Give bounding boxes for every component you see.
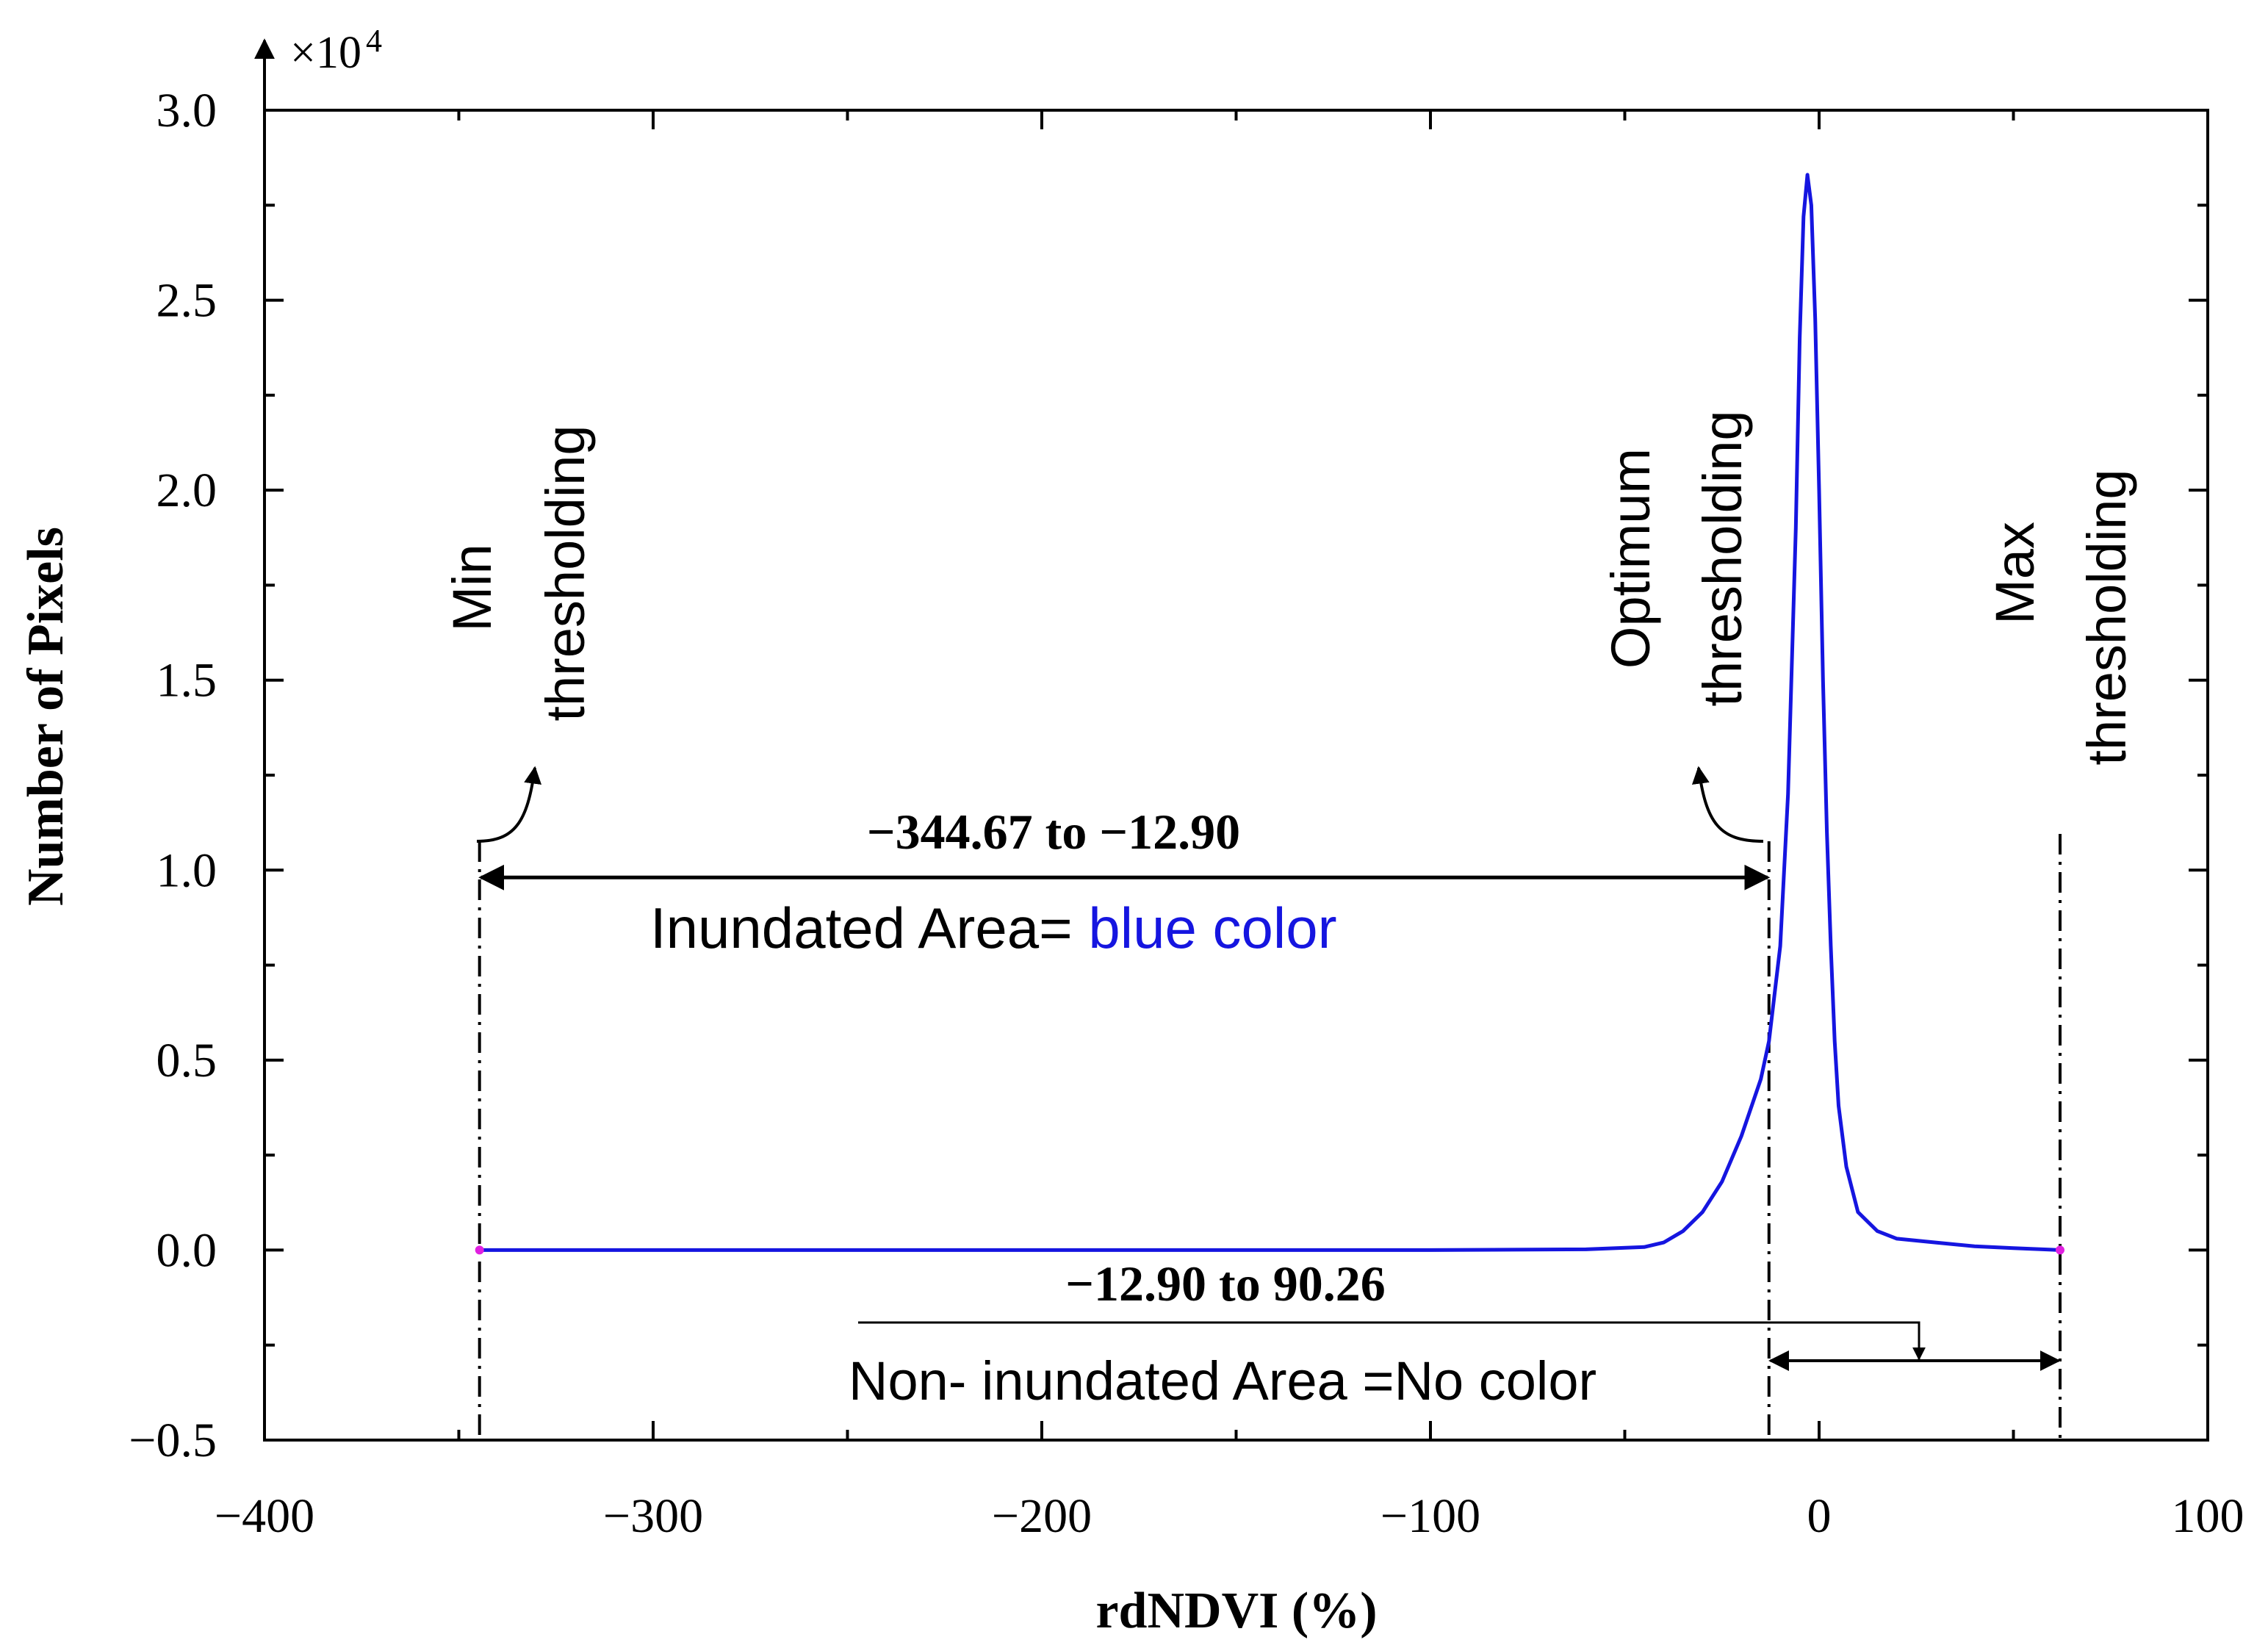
- max-threshold-label-line1: Max: [1984, 522, 2045, 625]
- series-line: [479, 173, 2061, 1252]
- y-axis-multiplier: ×10 4: [290, 23, 382, 78]
- inundated-range-label: −344.67 to −12.90: [867, 804, 1240, 860]
- optimum-threshold-label-line2: thresholding: [1692, 410, 1753, 706]
- y-tick-label: 3.0: [156, 84, 217, 137]
- x-tick-label: −100: [1380, 1489, 1480, 1543]
- inundated-area-color-text: blue color: [1088, 896, 1336, 960]
- y-tick-label: 2.5: [156, 274, 217, 328]
- max-threshold-marker: [2055, 1245, 2064, 1255]
- y-tick-label: 1.0: [156, 843, 217, 897]
- non-inundated-range-label: −12.90 to 90.26: [1065, 1256, 1385, 1311]
- x-tick-label: 100: [2172, 1489, 2244, 1543]
- max-threshold-label-line2: thresholding: [2076, 469, 2137, 765]
- min-threshold-label-line2: thresholding: [535, 425, 596, 721]
- min-threshold-marker: [475, 1245, 484, 1255]
- x-axis-label: rdNDVI (%): [1095, 1583, 1377, 1639]
- non-inundated-area-label: Non- inundated Area =No color: [849, 1350, 1596, 1411]
- min-threshold-curve-arrow: [476, 766, 542, 843]
- x-tick-label: −200: [992, 1489, 1092, 1543]
- x-tick-label: 0: [1807, 1489, 1832, 1543]
- non-inundated-leader-line: [858, 1321, 1926, 1361]
- y-tick-label: 0.0: [156, 1223, 217, 1277]
- y-tick-label: −0.5: [129, 1414, 217, 1467]
- y-axis-ticks: −0.5 0.0 0.5 1.0 1.5 2.0 2.5 3.0: [129, 84, 2208, 1467]
- optimum-threshold-curve-arrow: [1691, 766, 1764, 843]
- y-tick-label: 2.0: [156, 464, 217, 517]
- x-tick-label: −300: [603, 1489, 703, 1543]
- y-multiplier-exponent: 4: [366, 23, 382, 59]
- y-tick-label: 0.5: [156, 1034, 217, 1087]
- optimum-threshold-label-line1: Optimum: [1600, 448, 1661, 669]
- y-axis-label: Number of Pixels: [18, 527, 74, 906]
- y-multiplier-base: ×10: [290, 28, 361, 78]
- x-tick-label: −400: [215, 1489, 314, 1543]
- x-axis-ticks: −400 −300 −200 −100 0 100: [215, 110, 2244, 1543]
- inundated-area-label: Inundated Area= blue color: [650, 896, 1337, 960]
- min-threshold-label-line1: Min: [442, 544, 503, 631]
- y-tick-label: 1.5: [156, 654, 217, 708]
- inundated-area-text: Inundated Area=: [650, 896, 1088, 960]
